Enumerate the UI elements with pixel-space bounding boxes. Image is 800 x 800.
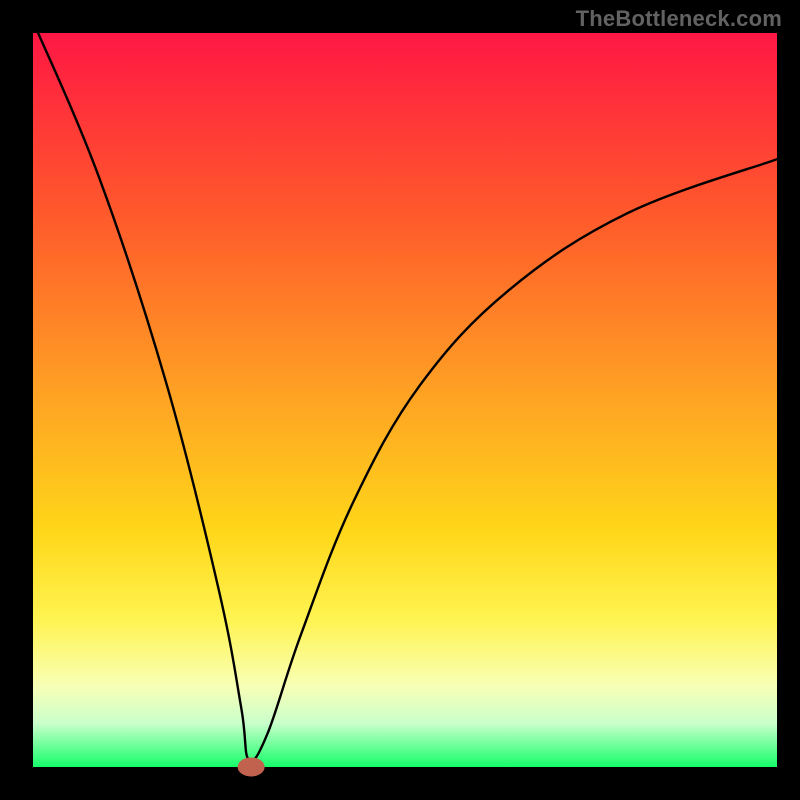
curve-layer bbox=[0, 0, 800, 800]
bottleneck-curve bbox=[33, 21, 777, 761]
min-point-marker bbox=[238, 757, 265, 776]
chart-frame: TheBottleneck.com bbox=[0, 0, 800, 800]
